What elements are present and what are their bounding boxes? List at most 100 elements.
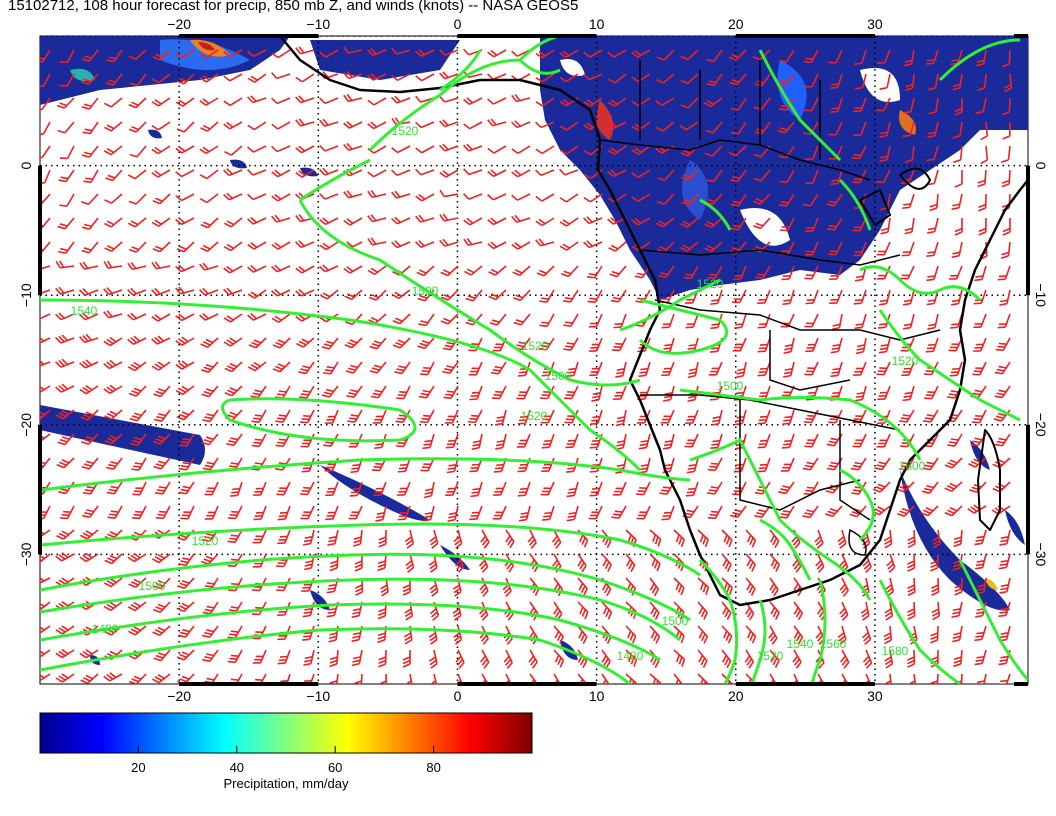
wind-barb (730, 217, 747, 231)
wind-barb (397, 505, 411, 521)
wind-barb (415, 214, 435, 223)
wind-barb (127, 261, 147, 271)
wind-barb (104, 433, 123, 445)
wind-barb (540, 481, 555, 496)
wind-barb (999, 289, 1011, 306)
wind-barb (757, 361, 771, 377)
wind-barb (428, 625, 438, 645)
wind-barb (271, 169, 291, 178)
axis-bar-top (457, 34, 597, 38)
wind-barb (200, 217, 219, 229)
wind-barb (610, 289, 627, 303)
wind-barb (728, 49, 747, 61)
wind-barb (230, 481, 243, 497)
lat-tick-label-left: −20 (18, 413, 34, 437)
wind-barb (127, 361, 147, 372)
wind-barb (104, 121, 123, 132)
wind-barb (830, 73, 843, 89)
wind-barb (469, 505, 483, 521)
wind-barb (227, 649, 243, 664)
wind-barb (202, 601, 219, 615)
wind-barb (151, 261, 171, 270)
wind-barb (539, 313, 555, 328)
lat-tick-label-right: 0 (1033, 162, 1049, 170)
wind-barb (535, 193, 555, 202)
wind-barb (127, 335, 147, 345)
wind-barb (925, 49, 939, 65)
wind-barb (353, 673, 363, 684)
wind-barb (538, 337, 555, 351)
wind-barb (83, 169, 99, 183)
wind-barb (704, 145, 723, 157)
wind-barb (980, 145, 989, 165)
wind-barb (175, 336, 195, 346)
wind-barb (837, 625, 847, 645)
wind-barb (601, 553, 612, 572)
wind-barb (851, 145, 867, 160)
wind-barb (954, 169, 963, 188)
wind-barb (175, 286, 195, 295)
wind-barb (907, 577, 916, 597)
wind-barb (649, 529, 662, 547)
wind-barb (636, 481, 651, 496)
wind-barb (490, 361, 507, 375)
wind-barb (707, 481, 723, 495)
wind-barb (559, 168, 579, 176)
wind-barb (683, 265, 699, 280)
wind-barb (103, 310, 123, 319)
wind-barb (420, 361, 435, 376)
wind-barb (974, 553, 987, 570)
wind-barb (59, 193, 75, 207)
wind-barb (638, 457, 651, 474)
wind-barb (804, 433, 819, 448)
wind-barb (951, 193, 963, 210)
wind-barb (415, 49, 435, 57)
wind-barb (906, 553, 916, 572)
wind-barb (663, 385, 675, 402)
wind-barb (59, 145, 75, 160)
wind-barb (417, 289, 435, 302)
wind-barb (81, 97, 99, 110)
wind-barb (79, 384, 99, 395)
wind-barb (491, 385, 507, 400)
wind-barb (59, 73, 75, 87)
wind-barb (777, 121, 795, 134)
wind-barb (271, 264, 291, 273)
colorbar-label: Precipitation, mm/day (223, 776, 349, 791)
wind-barb (429, 601, 440, 621)
wind-barb (271, 214, 291, 223)
wind-barb (541, 457, 555, 473)
wind-barb (405, 553, 415, 573)
wind-barb (128, 625, 147, 636)
wind-barb (40, 625, 51, 635)
wind-barb (367, 169, 387, 178)
wind-barb (879, 121, 891, 138)
wind-barb (587, 289, 603, 304)
wind-barb (178, 553, 195, 567)
wind-barb (638, 361, 651, 378)
axis-bar-right (1026, 165, 1030, 296)
wind-barb (295, 95, 315, 104)
wind-barb (907, 529, 916, 549)
wind-barb (354, 553, 363, 572)
wind-barb (729, 73, 747, 86)
wind-barb (175, 49, 195, 59)
wind-barb (565, 433, 579, 449)
wind-barb (804, 73, 819, 88)
wind-barb (607, 145, 627, 155)
wind-barb (419, 409, 435, 424)
wind-barb (929, 193, 939, 212)
wind-barb (176, 121, 195, 133)
wind-barb (511, 169, 531, 178)
wind-barb (81, 241, 99, 254)
wind-barb (40, 409, 51, 421)
wind-barb (922, 457, 939, 471)
wind-barb (343, 217, 363, 226)
wind-barb (271, 49, 291, 59)
wind-barb (303, 649, 315, 666)
wind-barb (853, 361, 867, 376)
wind-barb (649, 673, 662, 684)
wind-barb (974, 649, 987, 666)
wind-barb (876, 433, 891, 448)
wind-barb (81, 145, 99, 158)
